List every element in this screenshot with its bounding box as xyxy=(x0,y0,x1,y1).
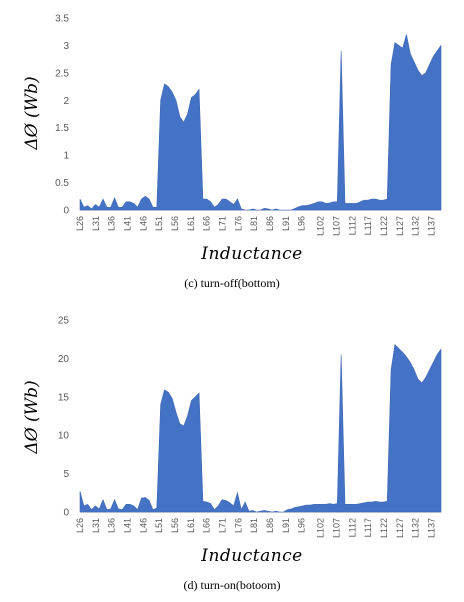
x-tick-label: L36 xyxy=(107,518,117,533)
x-tick-label: L26 xyxy=(75,518,85,533)
x-tick-label: L91 xyxy=(281,216,291,231)
x-tick-label: L122 xyxy=(379,518,389,538)
x-axis-title-turn-off: Inductance xyxy=(200,244,303,264)
y-tick-label: 15 xyxy=(58,392,70,403)
x-tick-label: L26 xyxy=(75,216,85,231)
y-tick-label: 2 xyxy=(63,96,69,107)
chart-turn-off: 0 0.5 1 1.5 2 2.5 3 3.5 L26 L31 L36 L41 L46 L51 L56 L6… xyxy=(22,14,442,290)
x-ticks-turn-off: L26 L31 L36 L41 L46 L51 L56 L61 L66 L71 L76 L81 L86 L… xyxy=(75,216,437,236)
x-tick-label: L91 xyxy=(281,518,291,533)
x-axis-title-turn-on: Inductance xyxy=(200,546,303,566)
x-tick-label: L122 xyxy=(379,216,389,236)
x-tick-label: L96 xyxy=(297,216,307,231)
x-tick-label: L61 xyxy=(186,216,196,231)
x-tick-label: L112 xyxy=(347,518,357,537)
x-tick-label: L132 xyxy=(411,216,421,236)
y-tick-label: 0 xyxy=(63,206,69,217)
x-tick-label: L86 xyxy=(265,518,275,533)
area-series-turn-off xyxy=(79,34,442,211)
y-tick-label: 25 xyxy=(58,316,70,327)
x-tick-label: L46 xyxy=(138,518,148,533)
x-tick-label: L81 xyxy=(249,518,259,533)
y-axis-title-turn-on: ΔØ (Wb) xyxy=(22,380,42,454)
x-tick-label: L96 xyxy=(297,518,307,533)
x-tick-label: L86 xyxy=(265,216,275,231)
x-tick-label: L56 xyxy=(170,518,180,533)
x-tick-label: L76 xyxy=(233,216,243,231)
x-tick-label: L41 xyxy=(123,518,133,533)
x-tick-label: L71 xyxy=(218,518,228,533)
x-tick-label: L102 xyxy=(316,518,326,538)
x-tick-label: L127 xyxy=(395,518,405,538)
y-tick-label: 2.5 xyxy=(55,68,69,79)
y-tick-label: 5 xyxy=(63,469,69,480)
x-tick-label: L117 xyxy=(363,216,373,235)
chart-turn-on: 0 5 10 15 20 25 L26 L31 L36 L41 L46 L51 L56 L61 L66 L7… xyxy=(22,316,442,592)
x-tick-label: L51 xyxy=(154,216,164,231)
x-tick-label: L81 xyxy=(249,216,259,231)
x-tick-label: L137 xyxy=(427,216,437,236)
y-tick-label: 1 xyxy=(63,151,69,162)
y-tick-label: 0 xyxy=(63,508,69,519)
x-tick-label: L56 xyxy=(170,216,180,231)
x-tick-label: L31 xyxy=(91,518,101,533)
x-tick-label: L51 xyxy=(154,518,164,533)
x-tick-label: L41 xyxy=(123,216,133,231)
x-tick-label: L137 xyxy=(427,518,437,538)
x-tick-label: L117 xyxy=(363,518,373,537)
x-tick-label: L112 xyxy=(347,216,357,235)
y-axis-title-turn-off: ΔØ (Wb) xyxy=(22,76,42,150)
x-tick-label: L66 xyxy=(202,216,212,231)
y-tick-label: 10 xyxy=(58,431,70,442)
x-tick-label: L107 xyxy=(332,216,342,236)
y-tick-label: 1.5 xyxy=(55,123,69,134)
y-tick-label: 3 xyxy=(63,41,69,52)
caption-turn-off: (c) turn-off(bottom) xyxy=(184,276,279,290)
x-tick-label: L127 xyxy=(395,216,405,236)
y-tick-label: 20 xyxy=(58,354,70,365)
x-tick-label: L71 xyxy=(218,216,228,231)
y-ticks-turn-off: 0 0.5 1 1.5 2 2.5 3 3.5 xyxy=(55,14,69,217)
x-tick-label: L61 xyxy=(186,518,196,533)
x-tick-label: L132 xyxy=(411,518,421,538)
y-ticks-turn-on: 0 5 10 15 20 25 xyxy=(58,316,70,519)
x-tick-label: L36 xyxy=(107,216,117,231)
x-tick-label: L31 xyxy=(91,216,101,231)
y-tick-label: 3.5 xyxy=(55,14,69,25)
area-series-turn-on xyxy=(79,343,442,513)
x-tick-label: L76 xyxy=(233,518,243,533)
y-tick-label: 0.5 xyxy=(55,178,69,189)
caption-turn-on: (d) turn-on(botoom) xyxy=(184,578,281,592)
x-tick-label: L102 xyxy=(316,216,326,236)
x-tick-label: L66 xyxy=(202,518,212,533)
x-tick-label: L107 xyxy=(332,518,342,538)
x-tick-label: L46 xyxy=(138,216,148,231)
x-ticks-turn-on: L26 L31 L36 L41 L46 L51 L56 L61 L66 L71 L76 L81 L86 L… xyxy=(75,518,437,538)
